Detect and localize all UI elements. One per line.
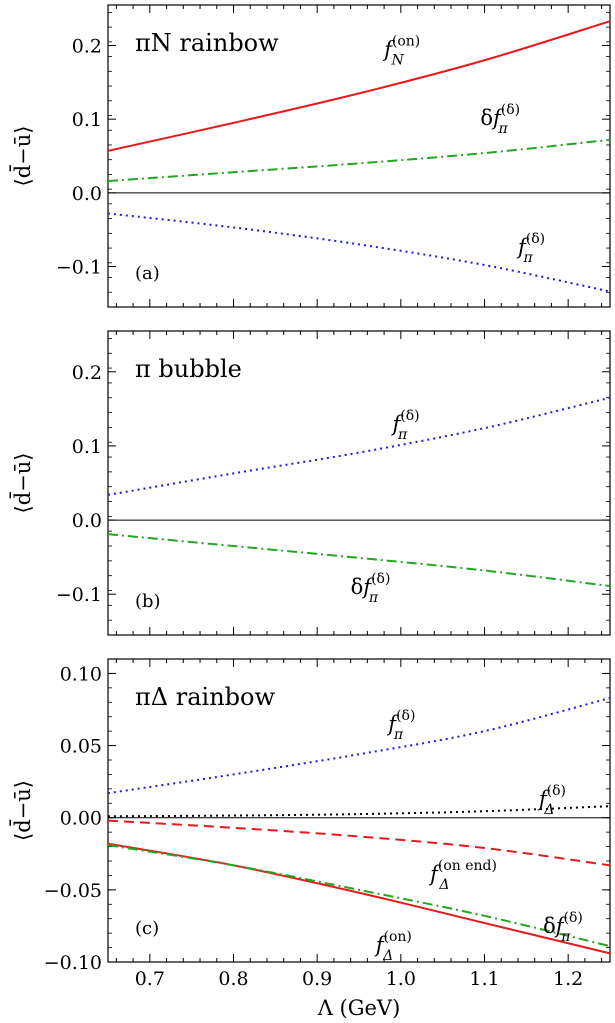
series-line (107, 20, 611, 152)
plot-frame (107, 4, 611, 308)
series-label: f(δ) π (386, 708, 415, 743)
series-line (107, 819, 611, 867)
y-tick-label: 0.05 (60, 736, 102, 758)
plot-frame (107, 658, 611, 963)
x-tick-label: 0.9 (302, 968, 332, 990)
y-tick-label: 0.2 (72, 362, 102, 384)
x-tick-label: 1.2 (553, 968, 583, 990)
series-label: f(δ) π (516, 231, 545, 266)
y-tick-label: −0.1 (56, 584, 102, 606)
y-tick-label: 0.1 (72, 109, 102, 131)
series-line (107, 138, 611, 183)
x-tick-label: 1.1 (469, 968, 499, 990)
series-line (107, 844, 611, 948)
y-tick-label: 0.0 (72, 510, 102, 532)
series-label: δf(δ) π (480, 102, 520, 137)
series-label: f(δ) π (390, 408, 419, 443)
panel-tag: (a) (135, 263, 160, 284)
y-tick-label: −0.10 (44, 952, 102, 974)
panel-tag: (c) (135, 918, 159, 939)
y-tick-label: −0.1 (56, 256, 102, 278)
series-label: f(δ) Δ (537, 783, 566, 818)
x-tick-label: 0.8 (218, 968, 248, 990)
y-tick-label: 0.0 (72, 183, 102, 205)
series-label: δf(δ) π (351, 571, 391, 606)
series-line (107, 696, 611, 795)
series-label: δf(δ) π (543, 910, 583, 945)
panel-b: −0.1 0.0 0.1 0.2 f(δ) π δf(δ) π π bubble (b) ⟨d̄−ū… (9, 330, 611, 636)
panel-tag: (b) (135, 591, 161, 612)
x-tick-label: 0.7 (135, 968, 165, 990)
plot-frame (107, 330, 611, 636)
x-axis-label: Λ (GeV) (317, 996, 401, 1020)
panel-a: −0.1 0.0 0.1 0.2 f(on) N δf(δ) π f(δ) π πN rainbow… (9, 4, 611, 308)
series-line (107, 212, 611, 293)
y-axis-label: ⟨d̄−ū⟩ (9, 453, 35, 514)
panel-c: −0.10 −0.05 0.00 0.05 0.10 f(δ) π f(δ) Δ f(on end… (9, 658, 611, 1020)
series-label: f(on) N (382, 34, 420, 69)
series-line (107, 805, 611, 818)
y-tick-label: 0.2 (72, 36, 102, 58)
series-line (107, 842, 611, 955)
series-line (107, 396, 611, 496)
series-label: f(on) Δ (374, 929, 412, 964)
series-line (107, 533, 611, 588)
y-tick-label: 0.10 (60, 663, 102, 685)
panel-title: πΔ rainbow (135, 683, 275, 711)
y-tick-label: 0.1 (72, 436, 102, 458)
x-tick-label: 1.0 (386, 968, 416, 990)
panel-title: π bubble (135, 355, 242, 383)
y-tick-label: 0.00 (60, 808, 102, 830)
y-axis-label: ⟨d̄−ū⟩ (9, 780, 35, 841)
y-tick-label: −0.05 (44, 880, 102, 902)
y-axis-label: ⟨d̄−ū⟩ (9, 126, 35, 187)
series-label: f(on end) Δ (428, 858, 497, 893)
panel-title: πN rainbow (135, 29, 279, 57)
